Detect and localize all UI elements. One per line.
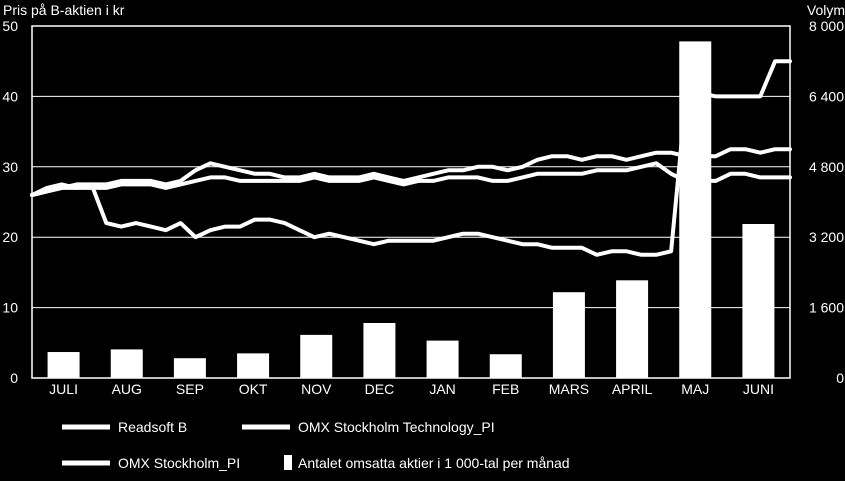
legend-item-technology: OMX Stockholm Technology_PI bbox=[242, 419, 495, 435]
x-tick-label: JUNI bbox=[743, 381, 774, 397]
x-tick-label: OKT bbox=[239, 381, 268, 397]
volume-bar bbox=[742, 224, 775, 378]
left-axis-label: Pris på B-aktien i kr bbox=[3, 2, 125, 18]
plot-area-frame bbox=[31, 25, 791, 379]
legend-label-volume: Antalet omsatta aktier i 1 000-tal per m… bbox=[298, 455, 570, 471]
right-tick-label: 1 600 bbox=[809, 300, 844, 316]
right-tick-label: 8 000 bbox=[809, 18, 844, 34]
left-tick-label: 10 bbox=[2, 300, 18, 316]
legend-label-technology: OMX Stockholm Technology_PI bbox=[298, 419, 495, 435]
grid-lines bbox=[32, 95, 790, 309]
series-line bbox=[30, 161, 792, 197]
x-tick-label: NOV bbox=[301, 381, 332, 397]
x-tick-label: FEB bbox=[492, 381, 519, 397]
legend: Readsoft B OMX Stockholm Technology_PI O… bbox=[62, 419, 570, 471]
legend-item-omx: OMX Stockholm_PI bbox=[62, 455, 240, 471]
volume-bar bbox=[679, 41, 712, 379]
legend-swatch-volume bbox=[284, 455, 292, 470]
x-tick-label: MARS bbox=[549, 381, 589, 397]
legend-label-omx: OMX Stockholm_PI bbox=[118, 455, 240, 471]
legend-label-readsoft: Readsoft B bbox=[118, 419, 187, 435]
volume-bar bbox=[489, 354, 522, 378]
volume-bar bbox=[173, 358, 206, 378]
volume-bar bbox=[237, 353, 270, 378]
right-axis-label: Volym bbox=[807, 2, 845, 18]
legend-item-volume: Antalet omsatta aktier i 1 000-tal per m… bbox=[284, 455, 570, 471]
x-tick-label: AUG bbox=[112, 381, 142, 397]
x-tick-label: APRIL bbox=[612, 381, 653, 397]
right-tick-label: 0 bbox=[836, 370, 844, 386]
x-tick-label: SEP bbox=[176, 381, 204, 397]
right-tick-label: 4 800 bbox=[809, 159, 844, 175]
left-tick-label: 40 bbox=[2, 88, 18, 104]
left-axis-ticks: 0 10 20 30 40 50 bbox=[2, 18, 18, 386]
x-axis-categories: JULI AUG SEP OKT NOV DEC JAN FEB MARS APRIL MAJ JUN… bbox=[49, 381, 774, 397]
x-tick-label: MAJ bbox=[681, 381, 709, 397]
left-tick-label: 20 bbox=[2, 229, 18, 245]
volume-bar bbox=[552, 292, 585, 378]
series-line bbox=[30, 147, 792, 197]
x-tick-label: DEC bbox=[365, 381, 395, 397]
x-tick-label: JULI bbox=[49, 381, 78, 397]
right-tick-label: 6 400 bbox=[809, 88, 844, 104]
right-tick-label: 3 200 bbox=[809, 229, 844, 245]
left-tick-label: 0 bbox=[10, 370, 18, 386]
series-line bbox=[30, 59, 792, 257]
price-lines bbox=[30, 59, 792, 257]
volume-bar bbox=[363, 323, 396, 378]
volume-bar bbox=[110, 349, 143, 378]
volume-bar bbox=[616, 280, 649, 378]
right-axis-ticks: 0 1 600 3 200 4 800 6 400 8 000 bbox=[809, 18, 844, 386]
x-tick-label: JAN bbox=[429, 381, 455, 397]
volume-bars bbox=[47, 41, 775, 379]
left-tick-label: 50 bbox=[2, 18, 18, 34]
volume-bar bbox=[426, 340, 459, 378]
left-tick-label: 30 bbox=[2, 159, 18, 175]
volume-bar bbox=[300, 334, 333, 378]
legend-item-readsoft: Readsoft B bbox=[62, 419, 187, 435]
volume-bar bbox=[47, 352, 80, 378]
